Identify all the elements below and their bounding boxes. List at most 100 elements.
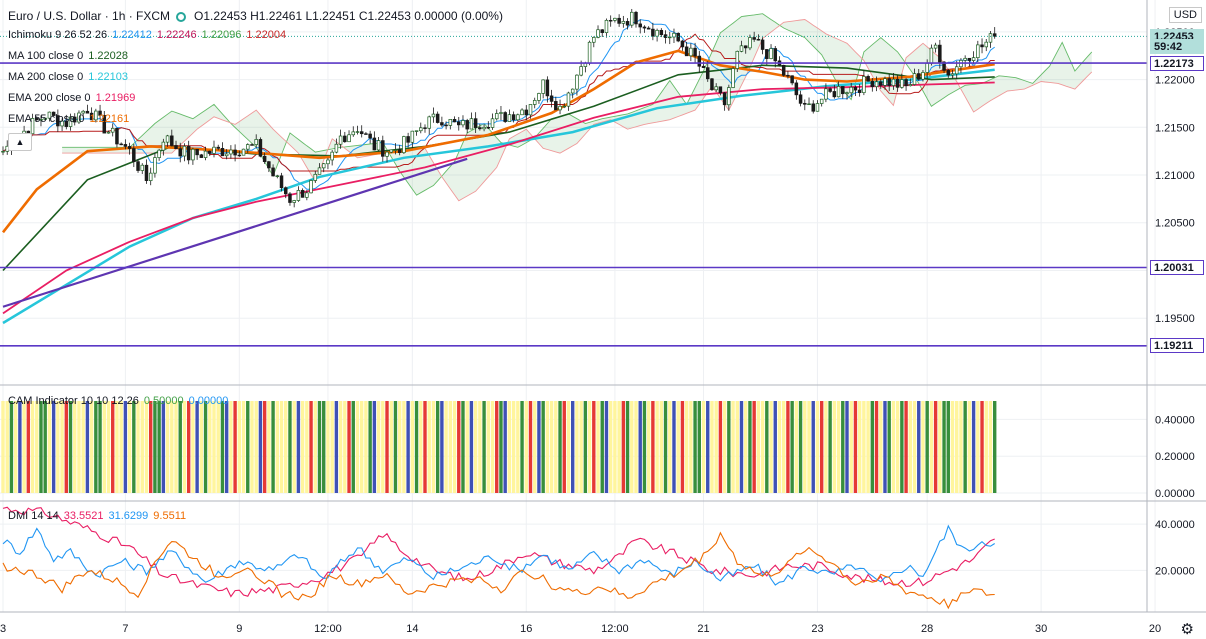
candle-body [77,112,81,123]
cam-bar [955,401,959,493]
candle [596,25,600,39]
candle-body [127,146,132,149]
candle [237,150,242,157]
currency-label[interactable]: USD [1168,7,1202,23]
candle-body [528,104,533,116]
cam-bar [942,401,946,493]
y-tick-label: 1.20500 [1155,218,1195,230]
candle [321,162,326,173]
cam-bar [292,401,296,493]
cam-bar [402,401,406,493]
cam-bar [566,401,571,493]
cam-bar [617,401,621,493]
legend-value: 1.21969 [95,92,136,104]
candle [170,129,174,147]
cam-bar [465,401,469,493]
cam-bar [807,401,811,493]
candle [165,134,170,147]
y-tick-label: 1.19500 [1155,313,1195,325]
y-tick-label: 1.21500 [1155,122,1195,134]
candle [608,15,613,27]
candle [988,30,993,48]
cam-bar [461,401,465,493]
candle-body [608,19,613,22]
cam-bar [469,401,474,493]
cam-bar [891,401,896,493]
candle-body [174,145,178,150]
candle-body [908,84,913,87]
cam-bar [423,401,427,493]
cam-bar [879,401,883,493]
cam-bar [798,401,803,493]
candle [630,8,634,28]
dmi-lines [2,506,995,610]
candle-body [781,64,786,76]
cam-bar [305,401,309,493]
cam-bar [499,401,503,493]
candle-body [524,109,529,116]
candle-body [334,143,339,153]
cam-bar [275,401,279,493]
price-label: 1.22173 [1150,55,1204,71]
collapse-legend-icon[interactable]: ▲ [8,133,32,151]
candle-body [157,149,161,158]
candle [1,146,5,156]
candle [604,18,609,38]
candle-body [912,73,917,85]
cam-bar [56,401,60,493]
candle-body [891,78,896,86]
cam-bar [115,401,119,493]
candle [39,115,43,127]
candle [541,79,545,99]
candle [317,163,322,175]
candle-body [634,11,638,25]
legend-label: EMA 200 close 0 [8,92,91,104]
candle-body [351,131,356,136]
candle [592,36,596,48]
cam-bar [233,401,237,493]
candle [30,113,35,135]
cam-bar [537,401,541,493]
x-tick-label: 23 [811,623,823,635]
cam-bar [638,401,642,493]
candle-body [558,105,562,111]
candle [465,118,469,134]
candle-body [178,148,182,157]
candle [765,49,769,65]
ichimoku-span-a [62,13,1093,196]
candle [389,149,393,154]
candle-body [600,29,604,33]
candle-body [170,135,174,146]
candle [148,167,153,186]
candle-body [347,134,351,143]
cam-bar [735,401,739,493]
candle-body [469,118,474,130]
candle [811,100,815,114]
candle-body [739,45,744,52]
cam-bar [224,401,229,493]
candle [250,143,254,146]
candle-body [604,19,609,33]
y-tick-label: 40.0000 [1155,519,1195,531]
candle-body [39,119,43,121]
candle [309,179,313,194]
candle [807,97,811,106]
settings-gear-icon[interactable]: ⚙ [1180,621,1194,638]
candle-body [938,44,942,63]
cam-bar [739,401,744,493]
cam-bar [26,401,31,493]
cam-bar [330,401,334,493]
candle-body [967,57,972,61]
cam-bar [554,401,558,493]
cam-bar [794,401,799,493]
candle-body [330,151,334,161]
candle [448,119,453,130]
candle [916,69,921,81]
candle-body [697,55,702,67]
candle-body [271,167,275,177]
candle-body [853,86,858,91]
cam-bar [279,401,284,493]
cam-bar [309,401,313,493]
candle-body [562,105,567,108]
